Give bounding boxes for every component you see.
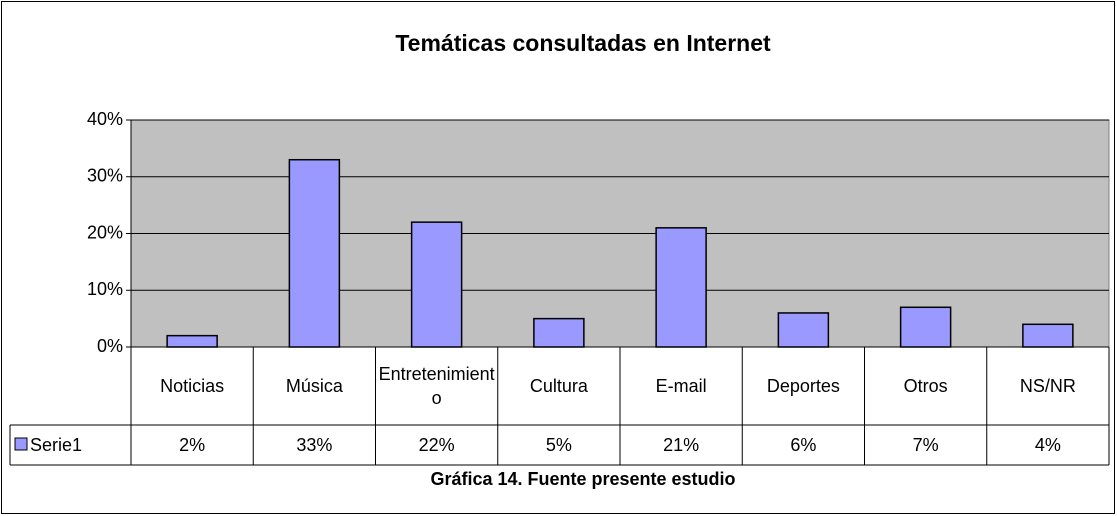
bar [655, 227, 707, 348]
data-label: 4% [1034, 435, 1061, 455]
legend-key [14, 437, 28, 451]
x-tick-label: Deportes [766, 376, 840, 396]
x-tick-label: Cultura [529, 376, 588, 396]
bar [899, 306, 952, 348]
x-tick-label: Otros [903, 376, 948, 396]
x-tick-label: Entretenimiento [378, 364, 495, 408]
chart-caption: Gráfica 14. Fuente presente estudio [430, 469, 735, 489]
x-tick-label: Música [285, 376, 343, 396]
bar [533, 317, 585, 348]
bar [288, 158, 341, 348]
y-tick-label: 30% [87, 166, 123, 186]
chart-title: Temáticas consultadas en Internet [395, 30, 771, 56]
y-tick-label: 10% [87, 279, 123, 299]
data-label: 22% [418, 435, 455, 455]
bar [410, 221, 463, 348]
data-label: 7% [912, 435, 939, 455]
y-tick-label: 0% [97, 336, 123, 356]
x-tick-label: NS/NR [1019, 376, 1076, 396]
data-label: 33% [296, 435, 333, 455]
bar [166, 334, 218, 348]
data-label: 2% [179, 435, 206, 455]
legend-label: Serie1 [30, 435, 83, 455]
y-tick-label: 40% [87, 109, 123, 129]
bar [1022, 323, 1074, 348]
y-tick-label: 20% [87, 222, 123, 242]
x-tick-label: Noticias [160, 376, 225, 396]
data-label: 5% [545, 435, 572, 455]
data-label: 6% [790, 435, 817, 455]
data-label: 21% [663, 435, 700, 455]
x-tick-label: E-mail [655, 376, 707, 396]
bar [777, 312, 830, 348]
